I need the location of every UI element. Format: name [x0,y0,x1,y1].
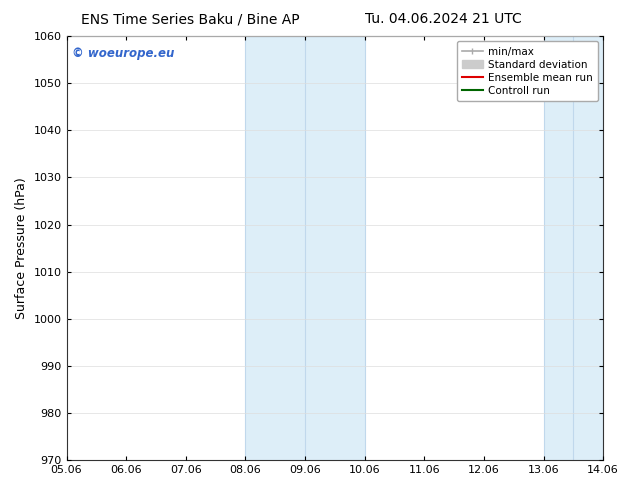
Legend: min/max, Standard deviation, Ensemble mean run, Controll run: min/max, Standard deviation, Ensemble me… [456,41,598,101]
Text: Tu. 04.06.2024 21 UTC: Tu. 04.06.2024 21 UTC [365,12,522,26]
Y-axis label: Surface Pressure (hPa): Surface Pressure (hPa) [15,177,28,319]
Text: © woeurope.eu: © woeurope.eu [72,47,174,60]
Bar [543,36,603,460]
Text: ENS Time Series Baku / Bine AP: ENS Time Series Baku / Bine AP [81,12,299,26]
Bar [245,36,365,460]
